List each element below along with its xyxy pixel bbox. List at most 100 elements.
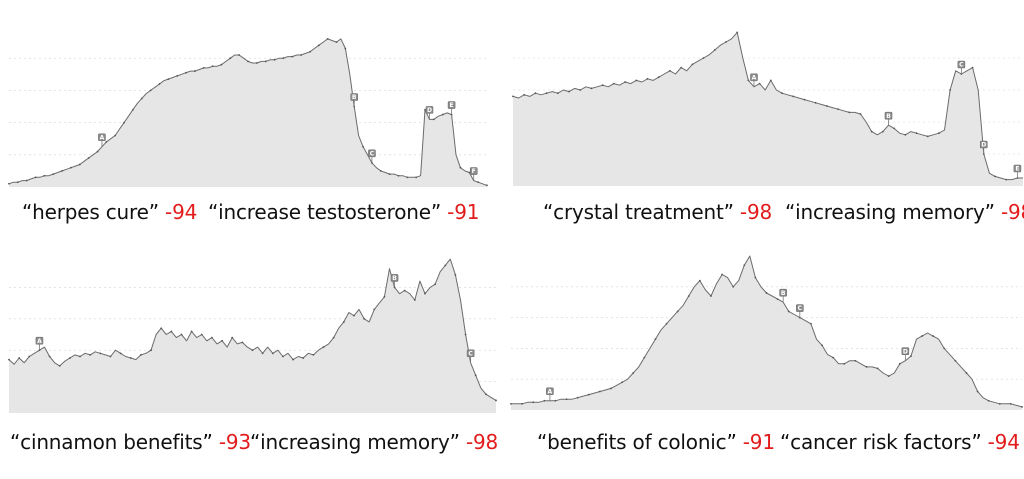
- annotation-marker: D: [901, 347, 910, 361]
- marker-label: B: [886, 113, 891, 120]
- data-point: [158, 83, 161, 85]
- caption-number: -98: [739, 200, 772, 224]
- marker-box: [35, 336, 44, 345]
- data-point: [397, 174, 400, 177]
- data-point: [904, 133, 907, 136]
- data-point: [1005, 178, 1008, 181]
- data-point: [406, 176, 409, 179]
- data-point: [565, 398, 568, 401]
- data-point: [160, 327, 163, 330]
- marker-label: E: [1015, 166, 1019, 173]
- caption-number: -94: [987, 430, 1020, 454]
- annotation-marker: F: [469, 167, 478, 181]
- data-point: [512, 95, 514, 98]
- data-point: [698, 279, 701, 282]
- annotation-marker: C: [796, 304, 804, 318]
- data-point: [292, 358, 294, 361]
- data-point: [68, 357, 71, 359]
- caption-right: “cancer risk factors” -94: [780, 430, 1020, 454]
- data-point: [477, 181, 480, 184]
- caption-text: “cinnamon benefits”: [10, 430, 213, 454]
- data-point: [848, 111, 851, 114]
- data-point: [140, 97, 143, 100]
- data-point: [332, 336, 335, 339]
- data-point: [534, 92, 537, 95]
- data-point: [556, 92, 559, 95]
- data-point: [149, 89, 152, 92]
- data-point: [18, 357, 21, 359]
- data-point: [190, 330, 193, 333]
- marker-label: B: [392, 275, 397, 282]
- marker-box: [546, 387, 554, 396]
- data-point: [743, 264, 746, 267]
- marker-label: D: [903, 348, 908, 355]
- data-point: [486, 184, 488, 187]
- data-point: [424, 292, 426, 295]
- data-point: [231, 336, 234, 339]
- data-point: [317, 44, 320, 47]
- caption-right: “increase testosterone” -91: [208, 200, 479, 224]
- data-point: [921, 335, 923, 337]
- annotation-marker: A: [98, 133, 106, 147]
- caption-left: “crystal treatment” -98: [543, 200, 772, 224]
- data-point: [887, 375, 890, 378]
- marker-label: C: [370, 150, 375, 157]
- annotation-marker: B: [884, 111, 893, 126]
- data-point: [865, 365, 868, 368]
- data-point: [881, 130, 884, 133]
- caption-text: “increasing memory”: [785, 200, 995, 224]
- data-point: [432, 118, 435, 121]
- data-point: [388, 173, 391, 176]
- data-point: [180, 333, 183, 336]
- data-point: [792, 95, 795, 98]
- data-point: [70, 166, 72, 169]
- data-point: [79, 355, 81, 358]
- data-point: [814, 101, 817, 104]
- data-point: [38, 349, 41, 352]
- data-point: [464, 333, 467, 336]
- caption-number: -93: [218, 430, 251, 454]
- data-point: [821, 344, 823, 347]
- series-area: [9, 259, 496, 413]
- data-point: [754, 276, 757, 279]
- data-point: [598, 390, 601, 393]
- caption-text: “increasing memory”: [250, 430, 460, 454]
- marker-box: [957, 60, 966, 69]
- data-point: [680, 66, 683, 69]
- data-point: [510, 402, 512, 405]
- data-point: [926, 135, 929, 138]
- data-point: [721, 273, 723, 276]
- data-point: [238, 54, 241, 56]
- data-point: [949, 89, 952, 91]
- data-point: [202, 66, 205, 69]
- marker-label: A: [548, 388, 553, 395]
- data-point: [810, 322, 812, 325]
- data-point: [363, 317, 366, 320]
- data-point: [643, 356, 646, 359]
- data-point: [532, 401, 535, 404]
- data-point: [43, 174, 46, 177]
- data-point: [413, 299, 416, 301]
- data-point: [769, 79, 772, 82]
- marker-box: [796, 304, 804, 312]
- data-point: [545, 92, 548, 95]
- chart-panel: A B C: [8, 250, 497, 413]
- data-point: [251, 349, 254, 352]
- data-point: [702, 57, 705, 59]
- data-point: [787, 310, 790, 313]
- data-point: [8, 182, 10, 185]
- data-point: [167, 78, 170, 81]
- data-point: [1021, 406, 1023, 408]
- data-point: [758, 82, 761, 85]
- data-point: [28, 355, 31, 358]
- data-point: [601, 84, 604, 87]
- data-point: [271, 352, 274, 355]
- data-point: [211, 65, 214, 68]
- data-point: [273, 58, 276, 61]
- data-point: [25, 179, 28, 182]
- marker-label: C: [798, 305, 803, 312]
- data-point: [383, 295, 386, 298]
